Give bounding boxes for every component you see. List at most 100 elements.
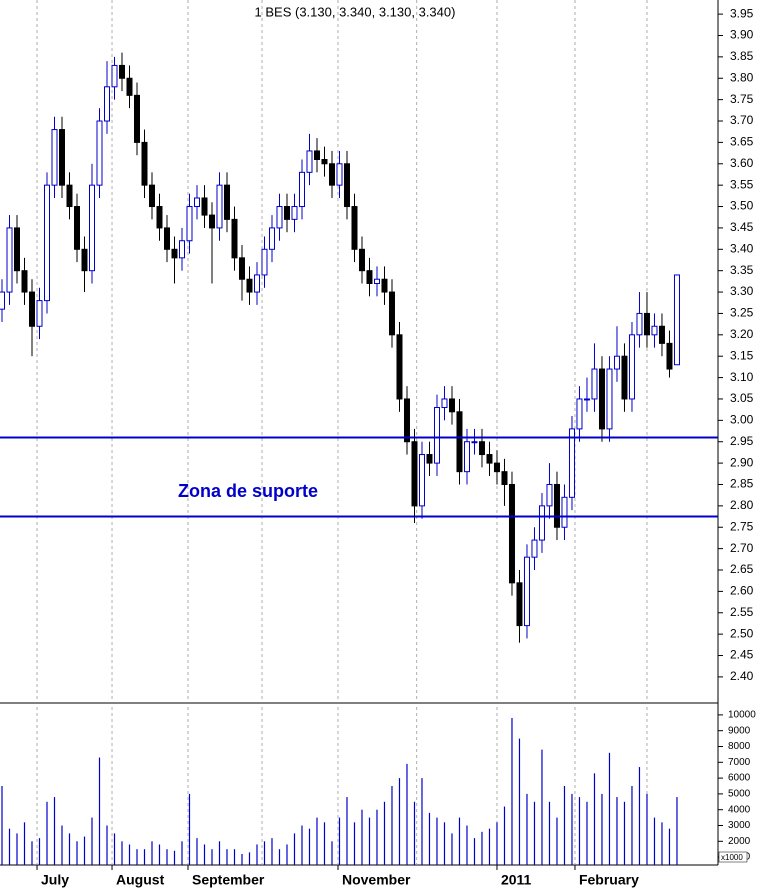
candle-body — [501, 471, 508, 485]
x-tick-label: November — [342, 872, 411, 888]
candle-body — [246, 278, 253, 293]
candle-body — [118, 64, 125, 79]
candle-body — [111, 64, 118, 88]
candle-body — [553, 483, 560, 528]
candle-body — [418, 454, 425, 507]
candle-body — [21, 270, 28, 293]
candle-body — [14, 227, 21, 272]
candle-body — [261, 248, 268, 276]
y-tick-label: 3.20 — [730, 327, 754, 341]
candle-body — [568, 428, 575, 498]
candle-body — [351, 206, 358, 250]
y-tick-label: 2.85 — [730, 477, 754, 491]
candle-body — [321, 158, 328, 165]
candle-body — [381, 278, 388, 293]
candle-body — [44, 184, 51, 302]
candle-body — [516, 582, 523, 627]
candle-body — [403, 398, 410, 443]
candle-body — [643, 312, 650, 336]
y-tick-label: 3.85 — [730, 49, 754, 63]
candle-body — [193, 197, 200, 208]
y-tick-label: 3.50 — [730, 199, 754, 213]
candle-body — [276, 206, 283, 229]
candle-body — [448, 398, 455, 413]
candle-body — [358, 248, 365, 272]
candle-body — [373, 278, 380, 285]
candle-body — [651, 325, 658, 336]
candle-body — [171, 248, 178, 259]
candle-body — [598, 368, 605, 430]
candle-body — [658, 325, 665, 344]
y-tick-label: 2.90 — [730, 455, 754, 469]
candle-body — [223, 184, 230, 220]
x-tick-label: July — [41, 872, 69, 888]
y-tick-label: 2.95 — [730, 434, 754, 448]
candle-body — [156, 206, 163, 229]
y-tick-label: 3.05 — [730, 391, 754, 405]
y-tick-label: 3.90 — [730, 28, 754, 42]
candle-body — [73, 206, 80, 250]
candle-body — [523, 556, 530, 627]
candle-body — [96, 120, 103, 186]
candle-body — [546, 483, 553, 507]
y-tick-label: 3.70 — [730, 113, 754, 127]
candle-body — [493, 462, 500, 473]
candle-body — [561, 496, 568, 528]
candle-body — [298, 171, 305, 208]
candle-body — [441, 398, 448, 409]
candle-body — [231, 218, 238, 259]
y-tick-label: 6000 — [728, 773, 751, 784]
candle-body — [133, 94, 140, 143]
y-tick-label: 3.30 — [730, 284, 754, 298]
candle-body — [103, 86, 110, 122]
candle-body — [29, 291, 36, 327]
y-tick-label: 3.45 — [730, 220, 754, 234]
x-tick-label: 2011 — [501, 872, 532, 888]
candle-body — [411, 441, 418, 507]
candle-body — [388, 291, 395, 336]
y-tick-label: 2.50 — [730, 626, 754, 640]
candle-body — [478, 441, 485, 456]
y-tick-label: 2000 — [728, 836, 751, 847]
y-tick-label: 2.75 — [730, 519, 754, 533]
candle-body — [238, 257, 245, 280]
candle-body — [216, 184, 223, 229]
y-tick-label: 3.55 — [730, 177, 754, 191]
x-tick-label: August — [116, 872, 165, 888]
y-tick-label: 3.35 — [730, 263, 754, 277]
candle-body — [0, 291, 6, 310]
candle-body — [613, 355, 620, 370]
candle-body — [628, 334, 635, 400]
candle-body — [328, 163, 335, 186]
candle-body — [81, 248, 88, 272]
candle-body — [36, 300, 43, 327]
x-tick-label: September — [192, 872, 265, 888]
candle-body — [531, 539, 538, 558]
candle-body — [471, 441, 478, 444]
x-tick-label: February — [579, 872, 639, 888]
y-tick-label: 3.75 — [730, 92, 754, 106]
y-tick-label: 3.95 — [730, 6, 754, 20]
candle-body — [51, 129, 58, 186]
candle-body — [283, 206, 290, 220]
candle-body — [291, 206, 298, 220]
y-tick-label: 2.45 — [730, 648, 754, 662]
candle-body — [486, 454, 493, 464]
candle-body — [6, 227, 13, 293]
candle-body — [591, 368, 598, 400]
candle-body — [463, 441, 470, 473]
candle-body — [426, 454, 433, 464]
candle-body — [306, 150, 313, 173]
y-tick-label: 3.15 — [730, 348, 754, 362]
y-tick-label: 7000 — [728, 757, 751, 768]
candle-body — [253, 274, 260, 293]
candle-body — [538, 505, 545, 541]
candle-body — [336, 163, 343, 186]
candle-body — [433, 407, 440, 464]
y-tick-label: 8000 — [728, 741, 751, 752]
candle-body — [268, 227, 275, 250]
candle-body — [88, 184, 95, 272]
candle-body — [208, 214, 215, 229]
